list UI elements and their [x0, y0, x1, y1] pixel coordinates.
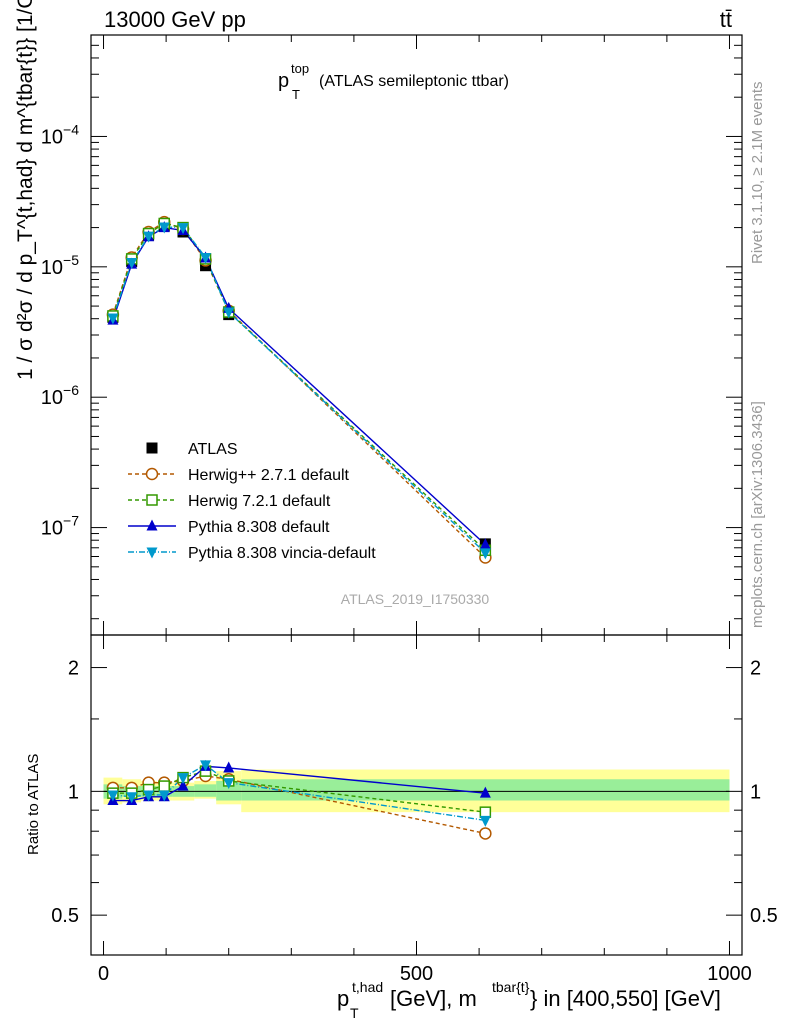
legend-label-herwig-2-7-1-default: Herwig++ 2.7.1 default — [188, 467, 350, 484]
ratio-ticks: 0.5 0.5 1 1 2 2 0 500 1000 — [51, 635, 778, 985]
ytick-exponent: −6 — [63, 382, 79, 398]
plot-title: p — [278, 70, 289, 92]
ytick-base: 10 — [41, 387, 63, 409]
process-label: tt̄ — [720, 7, 732, 32]
main-ylabel: 1 / σ d²σ / d p_T^{t,had} d m^{tbar{t}} … — [14, 0, 37, 380]
xlabel-m-sup: tbar{t} — [492, 979, 530, 995]
legend-label-pythia-8-308-vincia-default: Pythia 8.308 vincia-default — [188, 545, 376, 562]
ytick-exponent: −5 — [63, 252, 79, 268]
xlabel-tail: } in [400,550] [GeV] — [530, 986, 721, 1011]
ratio-ytick-label: 2 — [68, 658, 79, 680]
rivet-label: Rivet 3.1.10, ≥ 2.1M events — [749, 82, 766, 265]
legend-marker-herwig-2-7-1-default — [145, 467, 159, 481]
xlabel-mid: [GeV], m — [390, 986, 477, 1011]
main-point-pythia-8-308-vincia-default — [223, 307, 235, 319]
legend-label-herwig-7-2-1-default: Herwig 7.2.1 default — [188, 493, 331, 510]
ratio-point-herwig-7-2-1-default — [158, 780, 170, 792]
ytick-exponent: −7 — [63, 513, 79, 529]
ratio-band-stat — [216, 780, 242, 801]
mcplots-label: mcplots.cern.ch [arXiv:1306.3436] — [749, 401, 766, 628]
ratio-panel: 0.5 0.5 1 1 2 2 0 500 1000 Ratio to ATLAS p T t,… — [25, 634, 778, 1021]
title-sub: T — [292, 87, 300, 102]
main-point-pythia-8-308-vincia-default — [177, 223, 189, 235]
ratio-point-pythia-8-308-vincia-default — [107, 790, 119, 802]
energy-label: 13000 GeV pp — [104, 7, 246, 32]
ratio-point-pythia-8-308-vincia-default — [177, 773, 189, 785]
xtick-label: 0 — [98, 963, 109, 985]
xtick-label: 500 — [400, 963, 433, 985]
ratio-ylabel: Ratio to ATLAS — [25, 754, 42, 855]
ratio-ytick-label-right: 1 — [750, 781, 761, 803]
ratio-point-pythia-8-308-default — [479, 786, 491, 798]
ratio-point-herwig-7-2-1-default — [479, 806, 492, 818]
legend-label-pythia-8-308-default: Pythia 8.308 default — [188, 519, 330, 536]
x-axis-label: p T t,had [GeV], m tbar{t} } in [400,550… — [337, 979, 721, 1021]
ratio-ytick-label-right: 0.5 — [750, 905, 778, 927]
ytick-base: 10 — [41, 126, 63, 148]
main-ticks: 10−410−510−610−7 — [41, 35, 742, 635]
legend: ATLAS Herwig++ 2.7.1 default Herwig 7.2.1 … — [128, 441, 376, 562]
legend-marker-pythia-8-308-vincia-default — [146, 547, 158, 559]
title-p: p — [278, 70, 289, 92]
ytick-exponent: −4 — [63, 121, 79, 137]
ytick-base: 10 — [41, 518, 63, 540]
main-series — [106, 215, 492, 564]
ratio-point-pythia-8-308-vincia-default — [158, 790, 170, 802]
main-point-pythia-8-308-vincia-default — [143, 231, 155, 243]
main-ytick-label: 10−5 — [41, 252, 79, 279]
xlabel-p-sup: t,had — [352, 979, 383, 995]
xlabel-p: p — [337, 986, 349, 1011]
ratio-series — [106, 759, 492, 840]
main-point-pythia-8-308-vincia-default — [126, 257, 138, 269]
xlabel-p-sub: T — [350, 1005, 359, 1021]
main-ytick-label: 10−4 — [41, 121, 79, 148]
main-point-pythia-8-308-default — [479, 538, 491, 550]
ratio-point-pythia-8-308-vincia-default — [126, 792, 138, 804]
ratio-point-pythia-8-308-default — [177, 779, 189, 791]
ratio-band-stat — [194, 784, 217, 797]
ratio-point-pythia-8-308-vincia-default — [143, 790, 155, 802]
ratio-point-pythia-8-308-vincia-default — [479, 815, 491, 827]
ratio-point-pythia-8-308-default — [223, 761, 235, 773]
ratio-ytick-label: 0.5 — [51, 905, 79, 927]
legend-marker-herwig-7-2-1-default — [146, 494, 158, 506]
main-ytick-label: 10−7 — [41, 513, 79, 540]
analysis-watermark: ATLAS_2019_I1750330 — [341, 591, 490, 607]
legend-marker-pythia-8-308-default — [146, 519, 158, 531]
main-point-pythia-8-308-vincia-default — [200, 252, 212, 264]
main-panel: 10−410−510−610−7 p top T (ATLAS semilept… — [14, 0, 743, 636]
main-point-pythia-8-308-vincia-default — [158, 222, 170, 234]
main-point-pythia-8-308-vincia-default — [479, 548, 491, 560]
xtick-label: 1000 — [707, 963, 752, 985]
title-rest: (ATLAS semileptonic ttbar) — [319, 73, 509, 90]
ratio-point-herwig-2-7-1-default — [479, 827, 492, 840]
main-point-pythia-8-308-vincia-default — [107, 313, 119, 325]
ratio-point-pythia-8-308-vincia-default — [223, 778, 235, 790]
ratio-point-pythia-8-308-vincia-default — [200, 760, 212, 772]
main-ytick-label: 10−6 — [41, 382, 79, 409]
ratio-ytick-label-right: 2 — [750, 658, 761, 680]
ratio-bands — [103, 769, 730, 813]
legend-marker-atlas — [146, 442, 158, 454]
ytick-base: 10 — [41, 257, 63, 279]
ratio-ytick-label: 1 — [68, 781, 79, 803]
title-sup: top — [291, 61, 309, 76]
legend-label-atlas: ATLAS — [188, 441, 238, 458]
